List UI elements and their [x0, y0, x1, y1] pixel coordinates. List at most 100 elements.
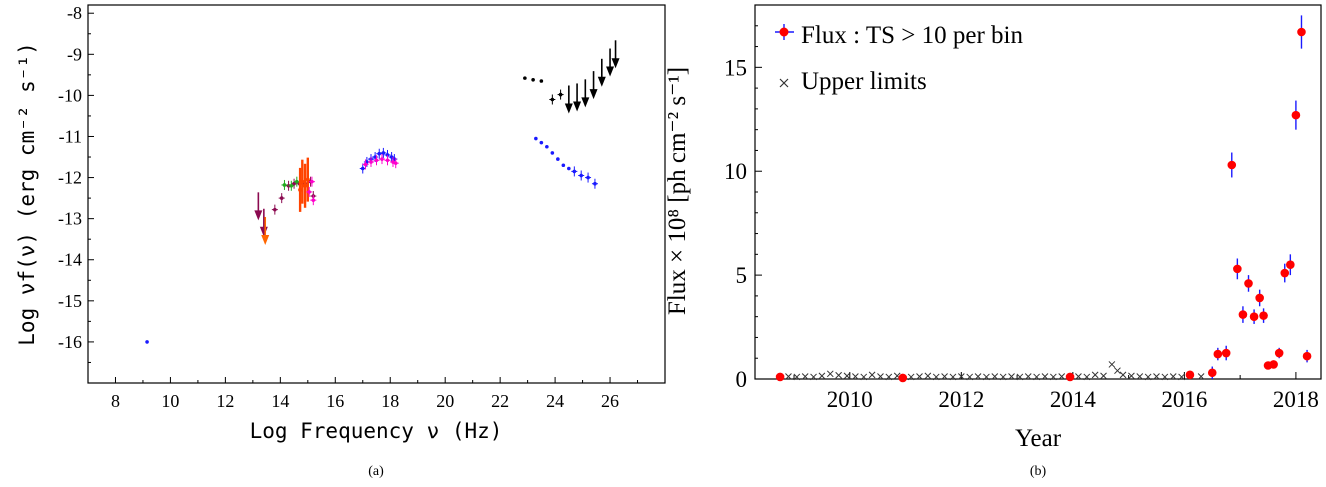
upper-limit-marker	[1041, 373, 1049, 380]
sed-data-point	[385, 158, 390, 163]
panel-a-xtick-label: 24	[546, 391, 564, 411]
panel-a-xtick-label: 10	[161, 391, 179, 411]
flux-point	[1286, 260, 1295, 270]
upper-limit-marker	[983, 373, 990, 381]
flux-point	[1280, 268, 1290, 278]
sed-data-point	[572, 169, 577, 174]
sed-data-point	[360, 166, 365, 171]
upper-limit-marker	[1178, 373, 1185, 381]
upper-limit-marker	[1091, 371, 1099, 379]
flux-point	[1297, 27, 1306, 37]
sed-data-point	[556, 157, 560, 161]
sed-data-point	[550, 151, 555, 155]
panel-b-light-curve: 2010 2012 2014 2016 2018 0 5 10 15 Flux : TS > 1…	[664, 4, 1322, 479]
sed-data-point	[292, 181, 296, 186]
panel-a-xtick-label: 8	[111, 391, 120, 411]
upper-limit-marker	[835, 371, 842, 379]
panel-b-xtick-label: 2010	[827, 387, 873, 412]
panel-b-xtick-label: 2014	[1050, 387, 1097, 412]
panel-b-data-marks	[775, 15, 1312, 383]
upper-limit-marker	[1136, 373, 1144, 380]
panel-a-ytick-label: -10	[58, 85, 82, 105]
upper-limit-marker	[916, 373, 923, 380]
sed-upper-limit-arrowhead	[606, 66, 615, 77]
upper-limit-marker	[1083, 373, 1091, 381]
upper-limit-marker	[885, 373, 893, 381]
upper-limit-marker	[1114, 367, 1121, 375]
upper-limit-marker	[907, 373, 915, 381]
flux-point	[775, 372, 785, 382]
sed-data-point	[311, 198, 316, 202]
flux-point	[1259, 311, 1268, 320]
sed-data-point	[295, 179, 299, 184]
flux-point	[1291, 110, 1301, 120]
panel-a-sed-plot: 8 10 12 14 16 18 20 22 24 26 -8 -9 -10 -11 -12 -13 -14 -1…	[15, 3, 666, 479]
sed-data-point	[539, 79, 544, 83]
flux-point	[1221, 348, 1231, 358]
upper-limit-marker	[1119, 371, 1127, 379]
flux-point	[1238, 310, 1248, 319]
flux-point	[1207, 368, 1217, 378]
sed-data-point	[374, 158, 379, 163]
sed-data-point	[531, 77, 535, 82]
sed-data-point	[363, 162, 368, 167]
upper-limit-marker	[801, 373, 809, 380]
upper-limit-marker	[957, 373, 965, 380]
panel-a-plot-frame	[87, 4, 666, 384]
upper-limit-marker	[1144, 373, 1152, 381]
sed-data-point	[534, 136, 538, 141]
sed-optical-point	[303, 183, 308, 188]
flux-point	[1269, 360, 1278, 369]
upper-limit-marker	[843, 372, 851, 380]
sed-data-point	[279, 196, 284, 200]
sed-data-point	[385, 153, 390, 157]
panel-a-ytick-label: -13	[58, 209, 82, 229]
upper-limit-marker	[826, 370, 834, 378]
sed-data-point	[539, 140, 544, 145]
panel-a-axis-ticks: 8 10 12 14 16 18 20 22 24 26 -8 -9 -10 -11 -12 -13 -14 -1…	[58, 3, 639, 411]
upper-limit-marker	[1033, 373, 1040, 381]
flux-point	[1302, 351, 1312, 361]
flux-point	[1255, 293, 1264, 303]
sed-data-point	[558, 92, 563, 97]
panel-a-ytick-label: -11	[59, 126, 82, 146]
panel-b-ytick-label: 15	[724, 55, 747, 80]
upper-limit-marker	[966, 373, 974, 381]
panel-a-ytick-label: -16	[58, 332, 82, 352]
sed-upper-limit-arrowhead	[597, 76, 606, 87]
sed-data-point	[273, 207, 277, 212]
panel-b-caption: (b)	[1030, 464, 1047, 479]
sed-data-point	[550, 97, 555, 102]
upper-limit-marker	[1016, 373, 1024, 381]
upper-limit-marker	[877, 373, 884, 380]
flux-point	[1233, 264, 1242, 274]
panel-b-ytick-label: 0	[736, 367, 748, 392]
upper-limit-marker	[1197, 373, 1205, 380]
flux-point	[1065, 372, 1075, 382]
upper-limit-marker	[793, 373, 801, 381]
upper-limit-marker	[1100, 372, 1107, 380]
sed-upper-limit-arrowhead	[573, 101, 582, 112]
panel-b-xtick-label: 2012	[938, 387, 984, 412]
sed-data-point	[586, 175, 590, 180]
sed-data-point	[561, 163, 566, 168]
sed-upper-limit-arrowhead	[581, 97, 590, 108]
sed-upper-limit-arrowhead	[261, 234, 270, 245]
upper-limit-marker	[1058, 373, 1066, 380]
panel-b-ytick-label: 5	[736, 263, 748, 288]
upper-limit-marker	[974, 373, 982, 380]
panel-a-xtick-label: 18	[381, 391, 399, 411]
sed-data-point	[282, 183, 287, 187]
upper-limit-marker	[852, 373, 859, 380]
panel-b-legend: Flux : TS > 10 per bin Upper limits	[775, 22, 1023, 95]
sed-upper-limit-arrowhead	[254, 210, 263, 221]
upper-limit-marker	[1153, 373, 1160, 380]
flux-point	[1244, 279, 1253, 288]
panel-a-ytick-label: -14	[58, 250, 82, 270]
upper-limit-marker	[1008, 373, 1015, 380]
sed-upper-limit-arrowhead	[611, 58, 620, 69]
panel-a-ytick-label: -8	[67, 3, 82, 23]
upper-limit-marker	[932, 373, 940, 381]
panel-a-xtick-label: 20	[436, 391, 454, 411]
